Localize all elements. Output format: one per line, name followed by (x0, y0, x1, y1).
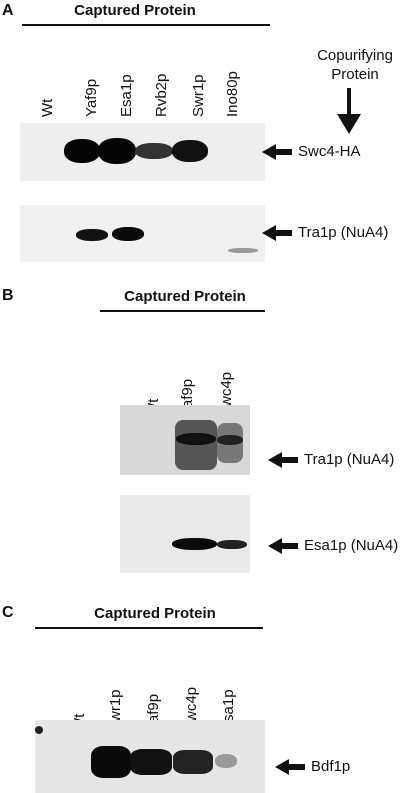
band (173, 750, 213, 774)
panel-b-header-rule (100, 310, 265, 312)
panel-a-lane-ino80p: Ino80p (224, 71, 241, 117)
band (98, 138, 136, 164)
panel-b-blot1-arrow-label: Tra1p (NuA4) (268, 451, 394, 468)
band (175, 420, 217, 470)
panel-a-blot-tra1 (20, 205, 265, 262)
band (91, 746, 131, 778)
band (228, 248, 258, 253)
band (112, 227, 144, 241)
band (135, 143, 173, 159)
left-arrow-icon (262, 224, 292, 241)
panel-b-blot2-label: Esa1p (NuA4) (304, 537, 399, 554)
panel-a-header-rule (22, 24, 270, 26)
band (76, 229, 108, 241)
panel-a-blot2-arrow-label: Tra1p (NuA4) (262, 224, 388, 241)
panel-a-blot1-label: Swc4-HA (298, 143, 361, 160)
panel-a-letter: A (2, 2, 14, 19)
band (35, 726, 43, 734)
panel-b-blot-tra1 (120, 405, 250, 475)
left-arrow-icon (268, 537, 298, 554)
copurifying-label: Copurifying Protein (300, 46, 410, 84)
left-arrow-icon (262, 143, 292, 160)
panel-a-blot-swc4 (20, 123, 265, 181)
panel-b-letter: B (2, 287, 14, 304)
panel-c-header: Captured Protein (94, 605, 216, 622)
band (172, 538, 217, 550)
band (217, 435, 243, 445)
left-arrow-icon (275, 758, 305, 775)
panel-a-lane-wt: Wt (39, 98, 56, 117)
panel-c-blot-bdf1 (35, 720, 265, 793)
down-arrow-icon (337, 88, 361, 134)
panel-a-blot1-arrow-label: Swc4-HA (262, 143, 361, 160)
band (172, 140, 208, 162)
panel-a-lane-yaf9p: Yaf9p (83, 78, 100, 117)
panel-b-blot-esa1 (120, 495, 250, 573)
panel-a-header: Captured Protein (74, 2, 196, 19)
left-arrow-icon (268, 451, 298, 468)
panel-c-blot1-label: Bdf1p (311, 758, 351, 775)
panel-a-lane-swr1p: Swr1p (190, 74, 207, 117)
band (176, 433, 216, 445)
panel-a-blot2-label: Tra1p (NuA4) (298, 224, 389, 241)
copurifying-label-line2: Protein (331, 66, 379, 83)
panel-c-blot1-arrow-label: Bdf1p (275, 758, 350, 775)
band (215, 754, 237, 768)
band (217, 540, 247, 549)
panel-c-letter: C (2, 604, 14, 621)
band (64, 139, 100, 163)
panel-a-lane-rvb2p: Rvb2p (153, 73, 170, 117)
copurifying-label-line1: Copurifying (317, 47, 393, 64)
panel-a-lane-esa1p: Esa1p (118, 74, 135, 117)
panel-b-blot1-label: Tra1p (NuA4) (304, 451, 395, 468)
panel-b-header: Captured Protein (124, 288, 246, 305)
panel-c-header-rule (35, 627, 263, 629)
band (130, 749, 172, 775)
panel-b-blot2-arrow-label: Esa1p (NuA4) (268, 537, 398, 554)
